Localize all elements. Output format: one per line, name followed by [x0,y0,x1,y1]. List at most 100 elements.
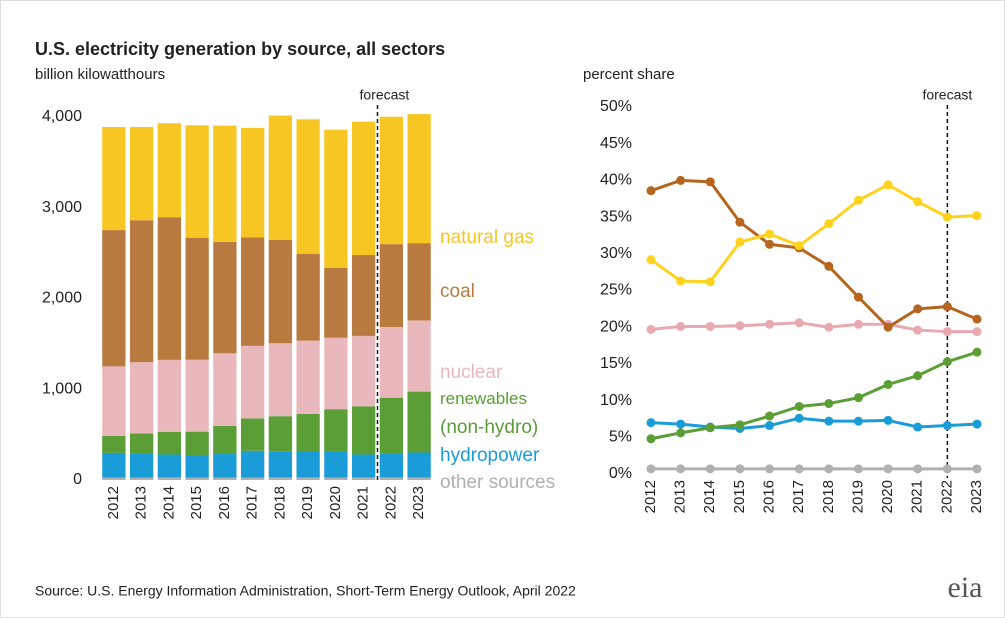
y-tick-label: 30% [600,245,632,262]
annotation: forecast [360,87,410,103]
point [676,464,686,474]
bar-segment [351,406,376,455]
point [853,292,863,302]
bar-segment [185,477,209,480]
y-tick-label: 40% [600,172,632,189]
bar-segment [407,391,431,453]
bar-segment [351,255,376,336]
x-tick-label: 2012 [105,486,122,519]
bar-segment [268,343,293,417]
bar-segment [296,477,320,480]
point [853,416,863,426]
point [942,302,952,312]
y-tick-label: 15% [600,355,632,372]
y-tick-label: 10% [600,392,632,409]
legend-label: coal [440,281,475,302]
point [942,357,952,367]
point [883,379,893,389]
point [705,321,715,331]
y-tick-label: 5% [609,429,632,446]
point [913,371,923,381]
point [824,464,834,474]
x-tick-label: 2016 [761,480,778,513]
point [883,415,893,425]
y-tick-label: 20% [600,318,632,335]
point [853,464,863,474]
point [853,319,863,329]
bar-segment [379,244,404,328]
bar-segment [296,119,320,254]
bar-segment [102,477,126,480]
point [646,418,656,428]
bar-segment [157,123,182,218]
x-tick-label: 2015 [188,486,205,519]
point [824,261,834,271]
bar-segment [240,127,265,238]
point [676,321,686,331]
point [913,422,923,432]
point [705,423,715,433]
point [765,421,775,431]
bar-segment [240,345,265,419]
bar-segment [296,340,320,415]
bar-segment [324,267,348,338]
y-tick-label: 35% [600,208,632,225]
bar-segment [240,418,265,451]
point [913,325,923,335]
bar-segment [213,477,237,480]
point [913,464,923,474]
point [646,324,656,334]
bar-segment [185,125,209,238]
bar-segment [129,477,154,480]
chart-title: U.S. electricity generation by source, a… [35,39,445,59]
bar-segment [157,359,182,432]
x-tick-label: 2020 [327,486,344,519]
point [646,434,656,444]
bar-segment [240,477,265,480]
point [705,177,715,187]
bar-segment [379,453,404,478]
bar-segment [296,451,320,478]
x-tick-label: 2012 [642,480,659,513]
logo: eia [948,571,983,604]
bar-segment [129,362,154,434]
point [913,304,923,314]
point [646,464,656,474]
legend-label: renewables (non-hydro) [440,389,538,438]
x-tick-label: 2021 [909,480,926,513]
bar-segment [240,237,265,346]
annotation: forecast [922,87,972,103]
y-tick-label: 0% [609,465,632,482]
bar-segment [157,431,182,455]
y-tick-label: 0 [73,471,82,488]
bar-segment [213,241,237,354]
bar-segment [351,121,376,256]
legend-label: nuclear [440,362,503,383]
point [824,399,834,409]
point [676,428,686,438]
bar-segment [240,450,265,478]
bar-segment [407,243,431,321]
bar-segment [268,416,293,452]
y-tick-label: 4,000 [42,108,82,125]
bar-segment [213,353,237,426]
point [942,327,952,337]
y-axis-label: billion kilowatthours [35,66,165,83]
point [735,237,745,247]
legend-label: other sources [440,472,555,493]
bar-segment [213,454,237,478]
point [824,219,834,229]
bar-segment [185,237,209,360]
bar-segment [268,477,293,480]
point [765,229,775,239]
bar-segment [102,435,126,453]
point [794,401,804,411]
x-tick-label: 2021 [355,486,372,519]
bar-segment [324,451,348,478]
bar-segment [102,230,126,367]
x-tick-label: 2014 [160,486,177,519]
point [972,314,982,324]
x-tick-label: 2013 [133,486,150,519]
bar-segment [324,129,348,268]
bar-segment [407,477,431,480]
